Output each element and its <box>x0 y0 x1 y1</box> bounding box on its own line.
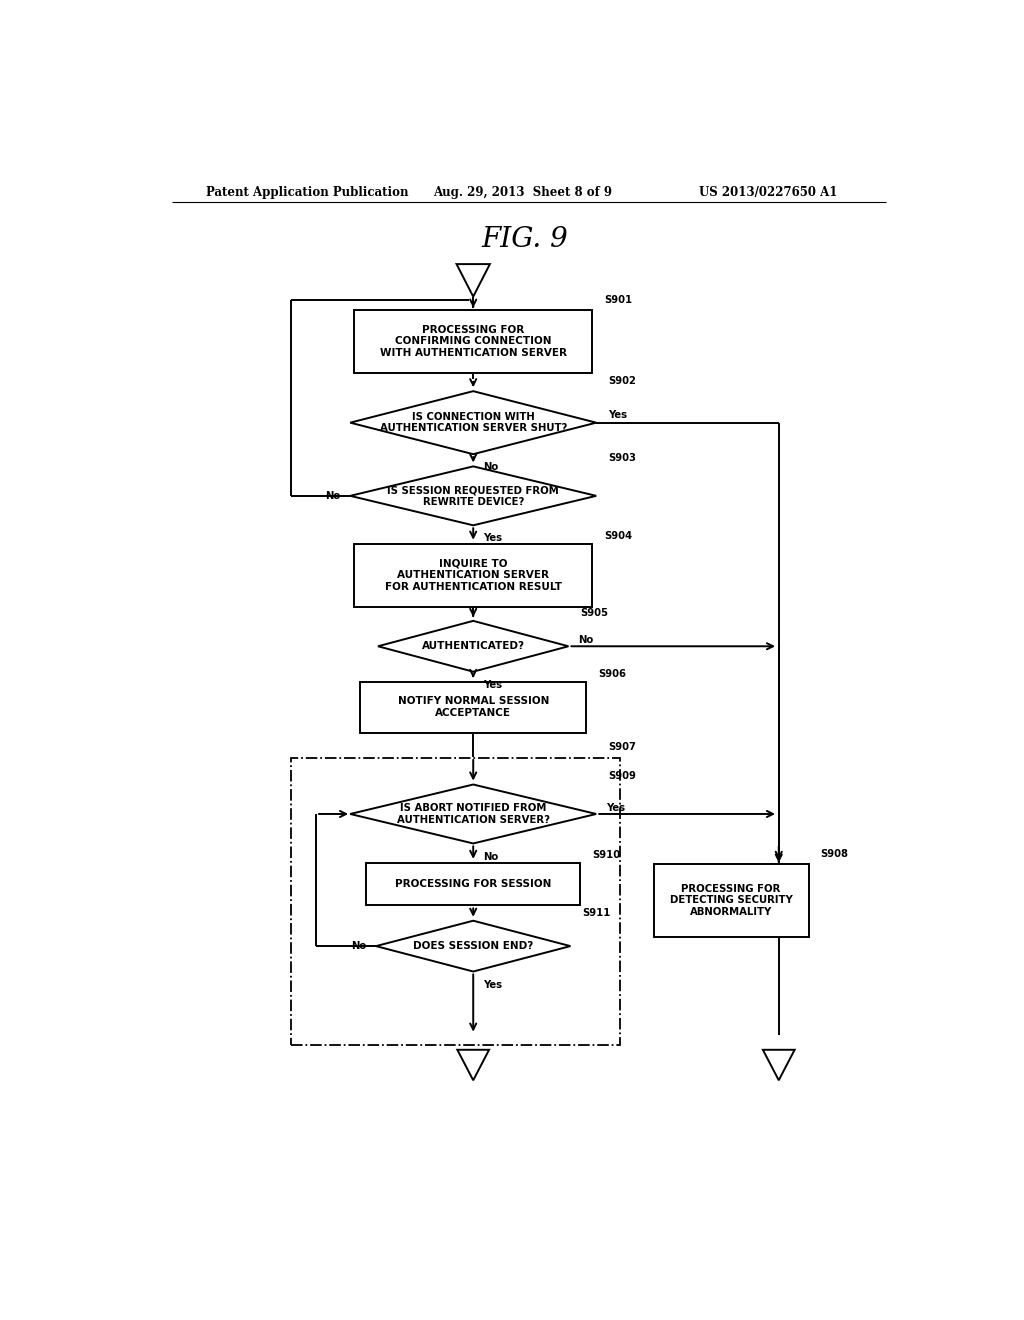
FancyBboxPatch shape <box>653 863 809 937</box>
Text: Yes: Yes <box>482 533 502 544</box>
Text: Yes: Yes <box>608 409 628 420</box>
FancyBboxPatch shape <box>367 863 581 906</box>
Text: Patent Application Publication: Patent Application Publication <box>206 186 409 199</box>
FancyBboxPatch shape <box>354 310 592 372</box>
Text: S902: S902 <box>608 376 636 385</box>
Polygon shape <box>376 921 570 972</box>
FancyBboxPatch shape <box>360 682 587 733</box>
Text: No: No <box>578 635 593 645</box>
Text: DOES SESSION END?: DOES SESSION END? <box>413 941 534 952</box>
Text: No: No <box>351 941 367 952</box>
Text: S911: S911 <box>583 908 610 917</box>
Text: IS ABORT NOTIFIED FROM
AUTHENTICATION SERVER?: IS ABORT NOTIFIED FROM AUTHENTICATION SE… <box>396 803 550 825</box>
Text: US 2013/0227650 A1: US 2013/0227650 A1 <box>699 186 838 199</box>
Text: PROCESSING FOR
DETECTING SECURITY
ABNORMALITY: PROCESSING FOR DETECTING SECURITY ABNORM… <box>670 884 793 917</box>
Text: S910: S910 <box>592 850 621 859</box>
Text: IS CONNECTION WITH
AUTHENTICATION SERVER SHUT?: IS CONNECTION WITH AUTHENTICATION SERVER… <box>380 412 567 433</box>
Text: S905: S905 <box>581 607 608 618</box>
Text: S906: S906 <box>598 669 627 678</box>
FancyBboxPatch shape <box>354 544 592 607</box>
Text: INQUIRE TO
AUTHENTICATION SERVER
FOR AUTHENTICATION RESULT: INQUIRE TO AUTHENTICATION SERVER FOR AUT… <box>385 558 562 591</box>
Text: S904: S904 <box>604 531 632 541</box>
Text: PROCESSING FOR
CONFIRMING CONNECTION
WITH AUTHENTICATION SERVER: PROCESSING FOR CONFIRMING CONNECTION WIT… <box>380 325 566 358</box>
Text: Aug. 29, 2013  Sheet 8 of 9: Aug. 29, 2013 Sheet 8 of 9 <box>433 186 612 199</box>
Text: IS SESSION REQUESTED FROM
REWRITE DEVICE?: IS SESSION REQUESTED FROM REWRITE DEVICE… <box>387 484 559 507</box>
Polygon shape <box>378 620 568 672</box>
Text: S901: S901 <box>604 294 632 305</box>
Text: S908: S908 <box>820 849 849 859</box>
Text: No: No <box>326 491 341 500</box>
Text: FIG. 9: FIG. 9 <box>481 226 568 253</box>
Text: No: No <box>482 851 498 862</box>
Polygon shape <box>350 466 596 525</box>
Polygon shape <box>458 1049 489 1080</box>
Polygon shape <box>350 391 596 454</box>
Text: NOTIFY NORMAL SESSION
ACCEPTANCE: NOTIFY NORMAL SESSION ACCEPTANCE <box>397 697 549 718</box>
Text: S903: S903 <box>608 453 636 463</box>
Polygon shape <box>350 784 596 843</box>
Text: PROCESSING FOR SESSION: PROCESSING FOR SESSION <box>395 879 551 890</box>
Text: Yes: Yes <box>606 803 625 813</box>
Text: AUTHENTICATED?: AUTHENTICATED? <box>422 642 524 651</box>
Text: S907: S907 <box>608 742 636 752</box>
Polygon shape <box>457 264 489 297</box>
Polygon shape <box>763 1049 795 1080</box>
Text: S909: S909 <box>608 771 636 781</box>
Text: No: No <box>482 462 498 473</box>
Text: Yes: Yes <box>482 979 502 990</box>
Text: Yes: Yes <box>482 680 502 690</box>
